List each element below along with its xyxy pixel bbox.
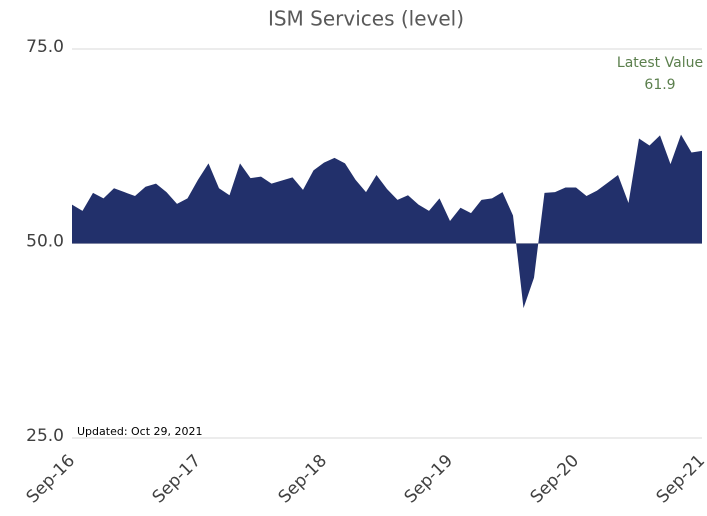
annotation-value: 61.9 [644, 77, 675, 93]
annotation-title: Latest Value [617, 55, 703, 71]
y-tick-label: 75.0 [26, 37, 64, 57]
x-tick-label: Sep-21 [653, 451, 707, 507]
x-tick-label: Sep-17 [149, 451, 205, 507]
y-tick-label: 50.0 [26, 232, 64, 252]
x-tick-label: Sep-16 [23, 451, 79, 507]
x-tick-label: Sep-20 [527, 451, 583, 507]
x-tick-label: Sep-18 [275, 451, 331, 507]
note: Updated: Oct 29, 2021 [77, 425, 203, 438]
y-tick-label: 25.0 [26, 426, 64, 446]
x-tick-label: Sep-19 [401, 451, 457, 507]
area [72, 134, 702, 309]
chart-title: ISM Services (level) [268, 7, 464, 31]
